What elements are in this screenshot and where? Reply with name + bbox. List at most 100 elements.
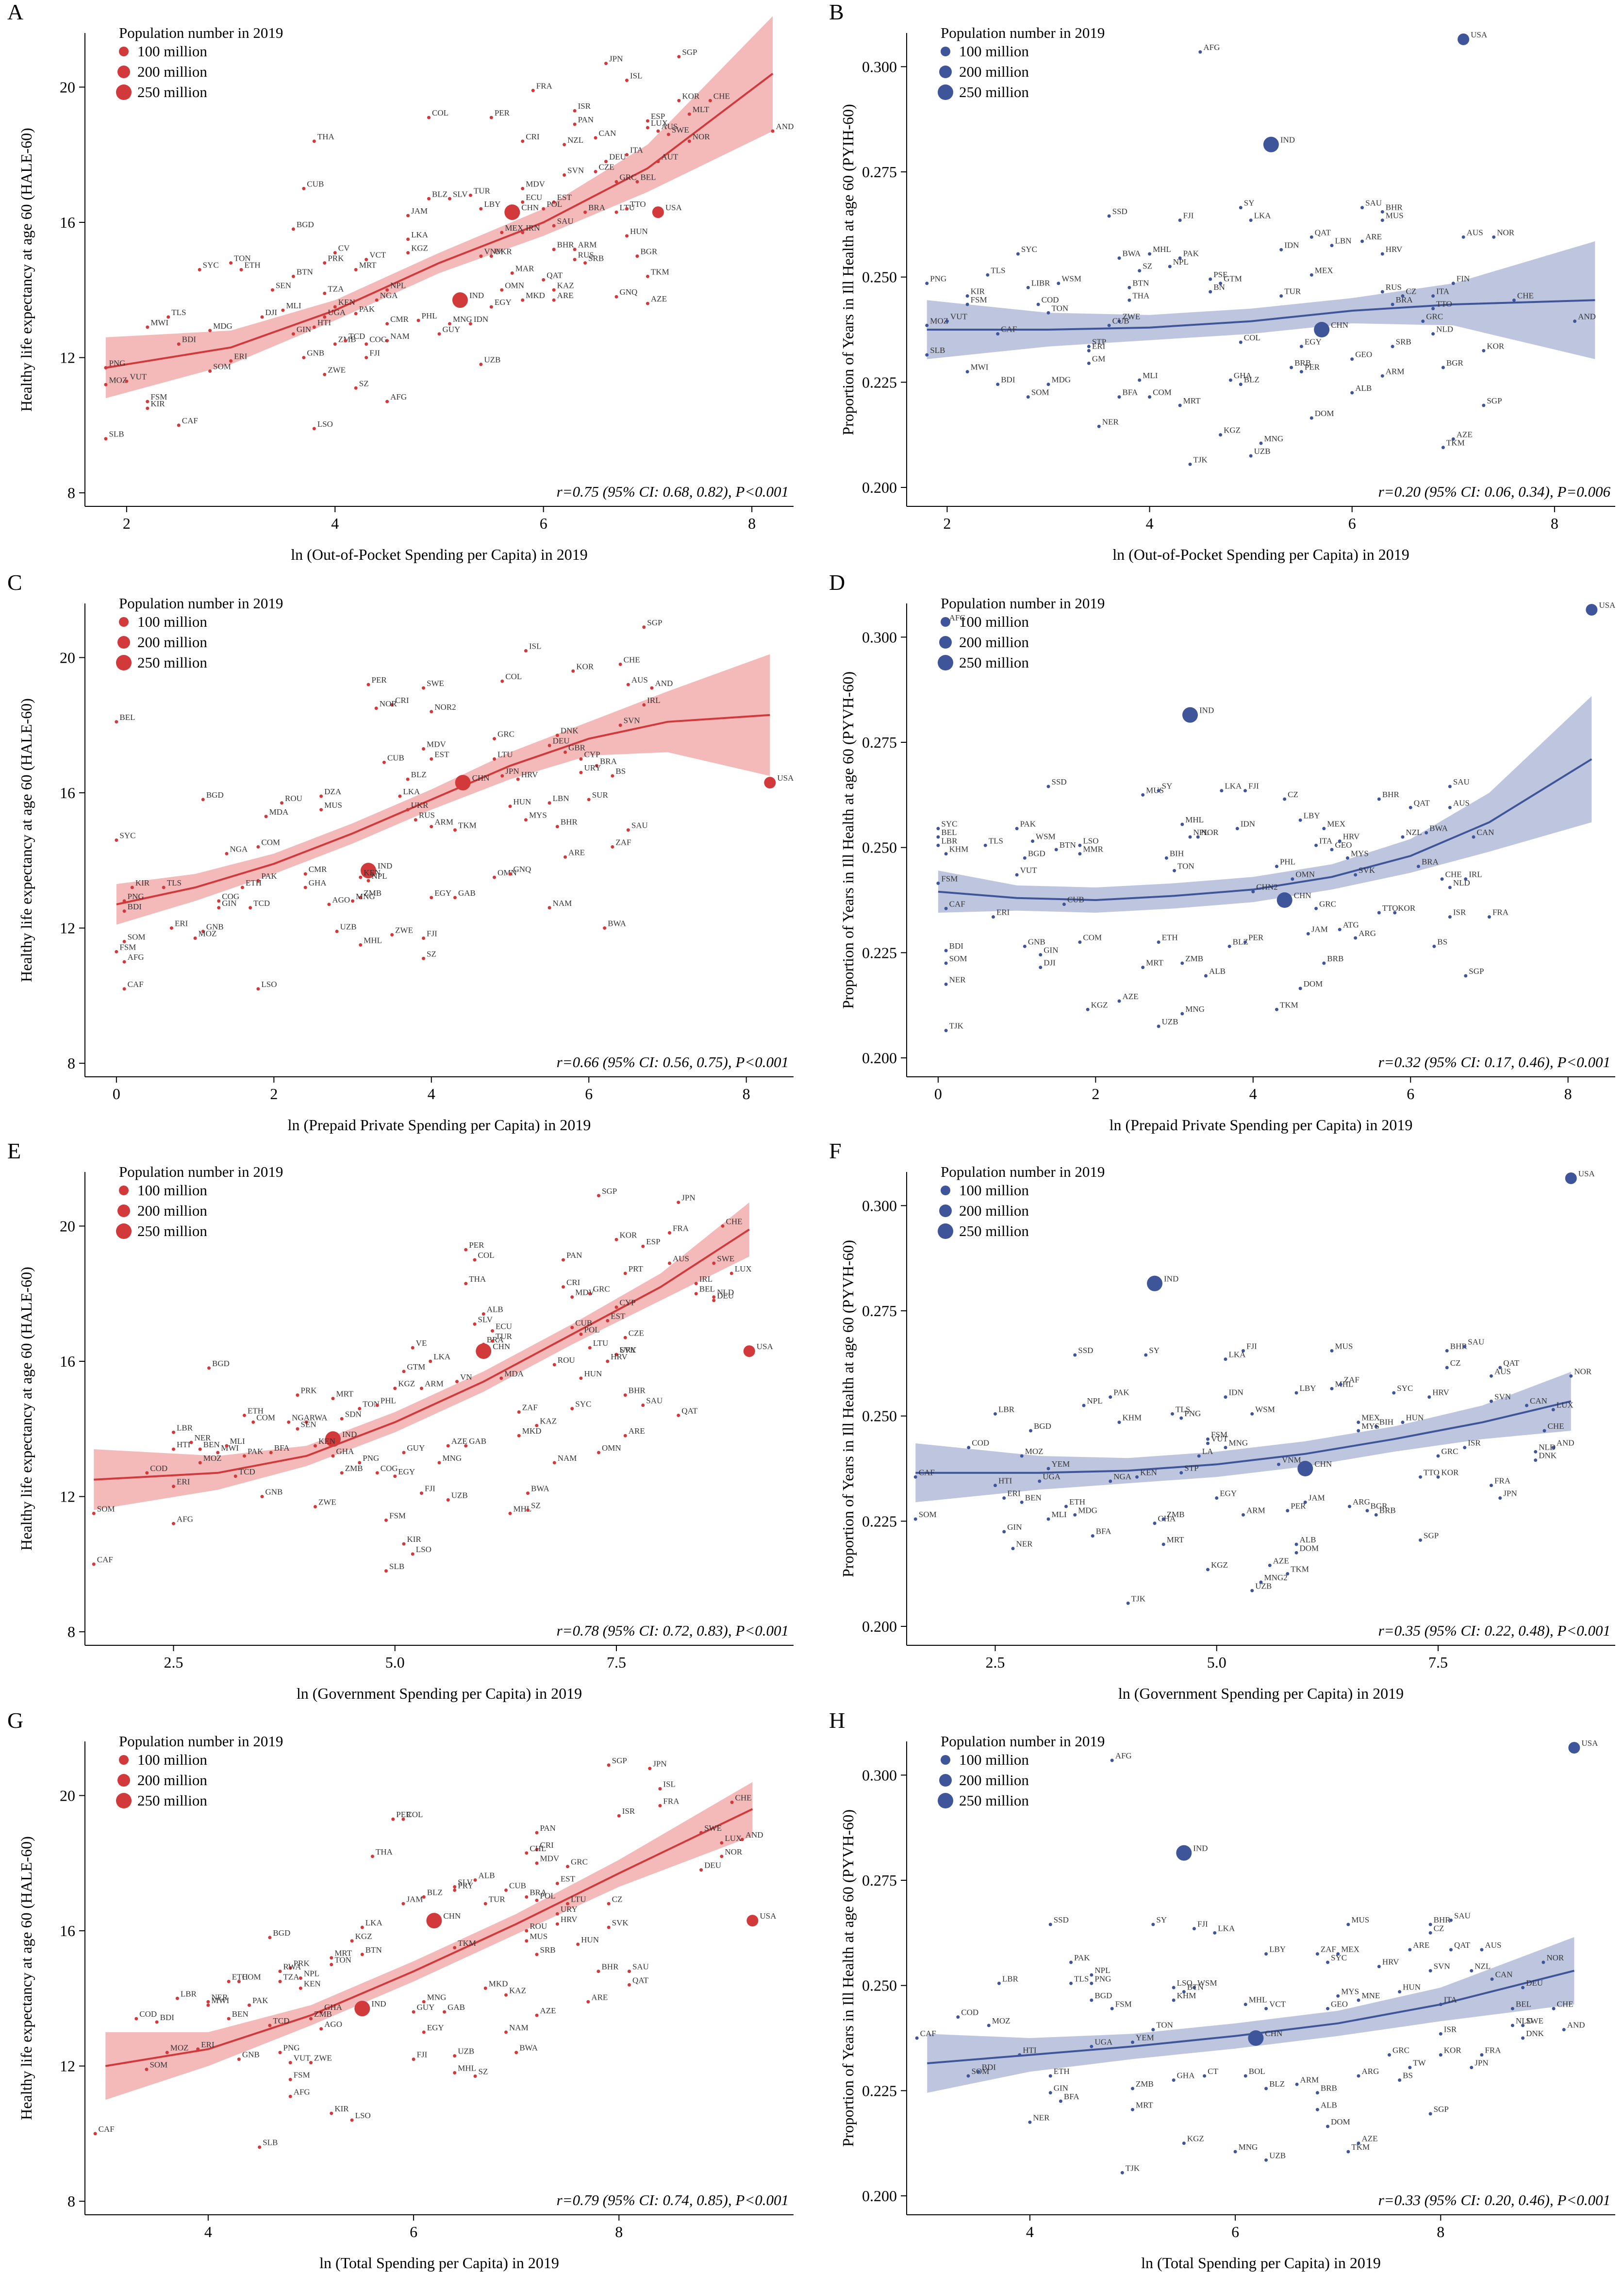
data-point bbox=[225, 1444, 229, 1448]
point-label: HRV bbox=[1386, 245, 1403, 254]
point-label: PER bbox=[469, 1240, 484, 1250]
point-label: TCD bbox=[273, 2016, 289, 2025]
point-label: ARE bbox=[1365, 232, 1382, 241]
point-label: AUT bbox=[661, 152, 679, 162]
data-point bbox=[385, 322, 389, 326]
point-label: PHL bbox=[381, 1396, 396, 1405]
point-label: MDG bbox=[213, 321, 232, 331]
point-label: SDN bbox=[345, 1409, 362, 1419]
point-label: COD bbox=[1042, 295, 1059, 304]
data-point bbox=[447, 322, 451, 326]
point-label: TKM bbox=[458, 821, 477, 830]
data-point bbox=[1161, 1517, 1165, 1521]
point-label: IND bbox=[469, 291, 484, 300]
point-label: BEL bbox=[699, 1285, 715, 1294]
data-point bbox=[1350, 391, 1354, 395]
point-label: LUX bbox=[725, 1834, 742, 1843]
point-label: PAN bbox=[578, 115, 594, 124]
data-point bbox=[547, 906, 551, 910]
point-label: FRA bbox=[1485, 2046, 1501, 2055]
point-label: ZMB bbox=[364, 888, 381, 898]
point-label: CHN bbox=[1331, 320, 1348, 330]
point-label: UZB bbox=[1254, 447, 1271, 456]
data-point bbox=[994, 1412, 997, 1416]
x-tick-label: 7.5 bbox=[607, 1654, 626, 1671]
data-point bbox=[1480, 2053, 1484, 2057]
data-point bbox=[562, 1285, 565, 1289]
data-point bbox=[1448, 805, 1452, 809]
point-label: CHE bbox=[735, 1793, 752, 1802]
data-point bbox=[385, 288, 389, 292]
stat-annotation: r=0.32 (95% CI: 0.17, 0.46), P<0.001 bbox=[1378, 1054, 1610, 1070]
data-point bbox=[278, 1970, 282, 1973]
data-point bbox=[531, 88, 535, 92]
data-point bbox=[243, 1413, 246, 1417]
data-point bbox=[360, 1953, 364, 1957]
data-point bbox=[565, 1865, 569, 1869]
data-point bbox=[331, 1454, 335, 1458]
point-label: COM bbox=[1153, 388, 1172, 397]
point-label: LBR bbox=[1002, 1974, 1019, 1983]
point-label: ALB bbox=[1300, 1535, 1316, 1544]
legend-title: Population number in 2019 bbox=[119, 24, 283, 41]
point-label: URY bbox=[561, 1905, 578, 1914]
data-point bbox=[370, 1855, 374, 1858]
point-label: SOM bbox=[213, 362, 231, 371]
legend-label: 100 million bbox=[137, 1751, 207, 1768]
point-label: DOM bbox=[1304, 979, 1323, 988]
point-label: URY bbox=[584, 763, 601, 772]
legend-title: Population number in 2019 bbox=[941, 1733, 1105, 1750]
point-label: NLD bbox=[1539, 1442, 1556, 1452]
point-label: AGO bbox=[332, 895, 350, 904]
x-tick-label: 5.0 bbox=[385, 1654, 405, 1671]
data-point bbox=[1291, 877, 1294, 881]
point-label: GTM bbox=[1224, 274, 1242, 284]
point-label: BGR bbox=[640, 247, 658, 256]
point-label: GNB bbox=[206, 922, 224, 932]
data-point bbox=[1192, 1986, 1196, 1990]
data-point bbox=[1026, 285, 1030, 289]
data-point bbox=[1357, 1429, 1360, 1433]
point-label: GHA bbox=[1158, 1514, 1177, 1523]
point-label: USA bbox=[1578, 1169, 1595, 1178]
point-label: GUY bbox=[443, 325, 461, 334]
point-label: ERI bbox=[1092, 341, 1106, 351]
point-label: TLS bbox=[989, 836, 1003, 845]
point-label: KEN bbox=[304, 1979, 321, 1988]
y-tick-label: 0.275 bbox=[862, 1302, 897, 1320]
x-tick-label: 8 bbox=[743, 1085, 750, 1103]
data-point bbox=[359, 875, 363, 879]
point-label: FJI bbox=[417, 2050, 428, 2059]
data-point bbox=[1182, 2141, 1186, 2145]
data-point bbox=[925, 282, 929, 285]
point-label: LBY bbox=[1300, 1384, 1316, 1393]
point-label: BWA bbox=[608, 919, 627, 928]
data-point bbox=[172, 1485, 175, 1488]
data-point bbox=[104, 437, 108, 441]
legend-symbol bbox=[941, 1755, 950, 1765]
data-point bbox=[1090, 1981, 1094, 1985]
point-label: THA bbox=[317, 132, 335, 141]
point-label: ARM bbox=[1386, 367, 1405, 376]
point-label: ARM bbox=[1246, 1505, 1265, 1515]
point-label: GHA bbox=[1177, 2071, 1195, 2080]
point-label: VUT bbox=[130, 372, 147, 381]
data-point bbox=[125, 379, 129, 383]
data-point bbox=[298, 1976, 302, 1980]
legend-symbol bbox=[116, 1793, 132, 1808]
point-label: VCT bbox=[1269, 1999, 1286, 2008]
point-label: ERI bbox=[177, 1477, 190, 1487]
point-label: BHR bbox=[1382, 790, 1400, 799]
point-label: ISR bbox=[1468, 1438, 1481, 1448]
data-point bbox=[1157, 940, 1160, 944]
y-tick-label: 0.200 bbox=[862, 1618, 897, 1635]
data-point bbox=[555, 734, 559, 737]
point-label: ISR bbox=[1444, 2024, 1457, 2034]
point-label: CAF bbox=[1001, 325, 1017, 334]
point-label: MRT bbox=[1167, 1535, 1184, 1544]
data-point bbox=[1480, 1948, 1484, 1952]
data-point bbox=[302, 186, 306, 190]
point-label: RWA bbox=[310, 1413, 328, 1422]
